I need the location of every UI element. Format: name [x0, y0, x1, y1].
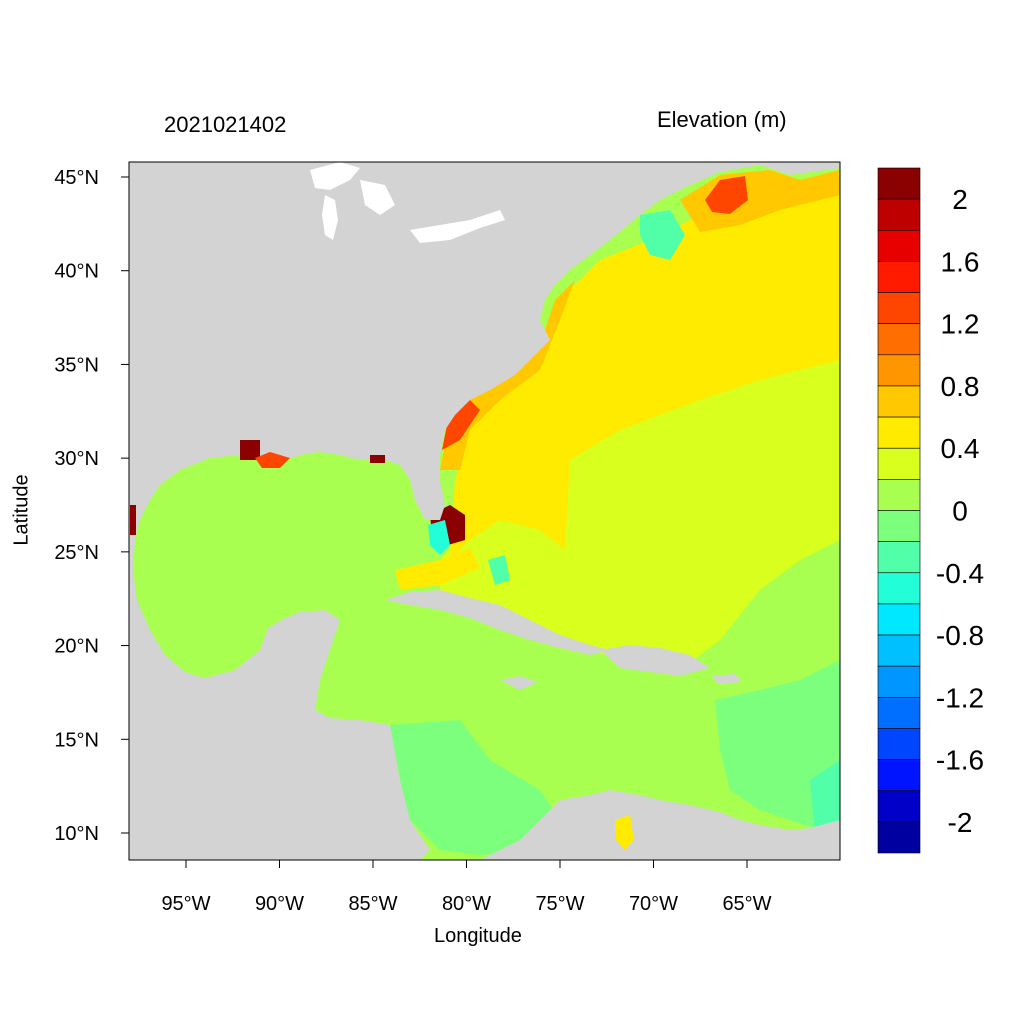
y-tick-label-0: 45°N [54, 167, 99, 189]
colorbar: 2 1.6 1.2 0.8 0.4 0 -0.4 -0.8 -1.2 -1.6 -2 [877, 167, 984, 854]
colorbar-label-6: -0.4 [936, 558, 984, 589]
bahamas-cyan [488, 555, 510, 585]
y-tick-label-6: 15°N [54, 729, 99, 751]
x-tick-label-5: 70°W [629, 893, 678, 915]
colorbar-swatch-18 [877, 728, 921, 760]
colorbar-swatch-9 [877, 447, 921, 480]
colorbar-swatch-4 [877, 292, 921, 324]
colorbar-label-1: 1.6 [941, 246, 980, 277]
colorbar-swatch-16 [877, 665, 921, 698]
hispaniola-land [600, 645, 710, 676]
x-tick-label-1: 90°W [255, 893, 304, 915]
colorbar-swatch-15 [877, 634, 921, 667]
y-tick-label-1: 40°N [54, 261, 99, 283]
surge-fl-panhandle [370, 455, 385, 463]
variable-label: Elevation (m) [657, 107, 787, 132]
colorbar-swatch-0 [877, 167, 921, 200]
colorbar-label-3: 0.8 [941, 371, 980, 402]
southeast-red-band [442, 400, 480, 450]
colorbar-swatch-19 [877, 759, 921, 792]
colorbar-swatch-11 [877, 510, 921, 542]
colorbar-label-9: -1.6 [936, 745, 984, 776]
colorbar-label-2: 1.2 [941, 309, 980, 340]
y-axis-ticks: 45°N 40°N 35°N 30°N 25°N 20°N 15°N 10°N [54, 167, 129, 845]
colorbar-label-10: -2 [948, 807, 973, 838]
south-america-land [480, 790, 840, 860]
caribbean-south-negative [390, 720, 560, 855]
land [129, 162, 840, 860]
x-tick-label-4: 75°W [535, 893, 584, 915]
x-tick-label-3: 80°W [442, 893, 491, 915]
colorbar-swatch-14 [877, 603, 921, 636]
y-tick-label-3: 30°N [54, 448, 99, 470]
puerto-rico-land [712, 674, 742, 684]
lakes [310, 162, 505, 243]
colorbar-swatch-8 [877, 416, 921, 449]
east-cyan-patch [810, 760, 840, 840]
y-tick-label-2: 35°N [54, 354, 99, 376]
atlantic-bright-yellow-region [450, 180, 840, 560]
jamaica-land [500, 676, 538, 690]
surge-la [240, 440, 260, 460]
y-tick-label-7: 10°N [54, 823, 99, 845]
x-tick-label-2: 85°W [348, 893, 397, 915]
louisiana-orange [255, 452, 290, 468]
colorbar-swatch-2 [877, 229, 921, 262]
lake-erie-ontario [410, 210, 505, 243]
x-axis-label: Longitude [434, 925, 522, 947]
map-field [129, 162, 840, 860]
colorbar-swatch-6 [877, 354, 921, 387]
colorbar-swatch-10 [877, 479, 921, 511]
x-axis-ticks: 95°W 90°W 85°W 80°W 75°W 70°W 65°W [161, 860, 772, 915]
colorbar-swatch-13 [877, 572, 921, 605]
colorbar-label-7: -0.8 [936, 620, 984, 651]
colorbar-swatch-1 [877, 198, 921, 231]
north-america-land [129, 162, 840, 860]
cape-cod-negative [640, 210, 685, 260]
cuba-land [385, 590, 610, 655]
caribbean-east-negative [715, 660, 840, 840]
colorbar-swatch-21 [877, 821, 921, 854]
y-tick-label-4: 25°N [54, 542, 99, 564]
y-axis-label: Latitude [10, 474, 33, 546]
colorbar-label-0: 2 [952, 184, 968, 215]
venezuela-yellow [615, 815, 634, 850]
x-tick-label-0: 95°W [161, 893, 210, 915]
colorbar-label-8: -1.2 [936, 682, 984, 713]
lake-superior [310, 162, 360, 190]
florida-bay-cyan [428, 520, 450, 555]
atlantic-yellow-region [440, 330, 840, 670]
bay-of-fundy-red [705, 176, 748, 214]
colorbar-swatch-3 [877, 261, 921, 293]
colorbar-swatch-12 [877, 541, 921, 574]
colorbar-label-4: 0.4 [941, 433, 980, 464]
x-tick-label-6: 65°W [722, 893, 771, 915]
plot-frame [128, 161, 841, 861]
lake-huron [360, 180, 395, 215]
colorbar-swatch-20 [877, 790, 921, 823]
date-label: 2021021402 [164, 112, 287, 137]
y-tick-label-5: 20°N [54, 636, 99, 658]
lake-michigan [322, 195, 338, 240]
colorbar-swatch-7 [877, 385, 921, 418]
colorbar-label-5: 0 [952, 496, 968, 527]
gulf-stream-yellow [395, 548, 480, 590]
colorbar-swatch-5 [877, 323, 921, 356]
gulf-coast-surge [130, 440, 385, 535]
colorbar-swatch-17 [877, 697, 921, 729]
surge-tx [130, 505, 136, 535]
